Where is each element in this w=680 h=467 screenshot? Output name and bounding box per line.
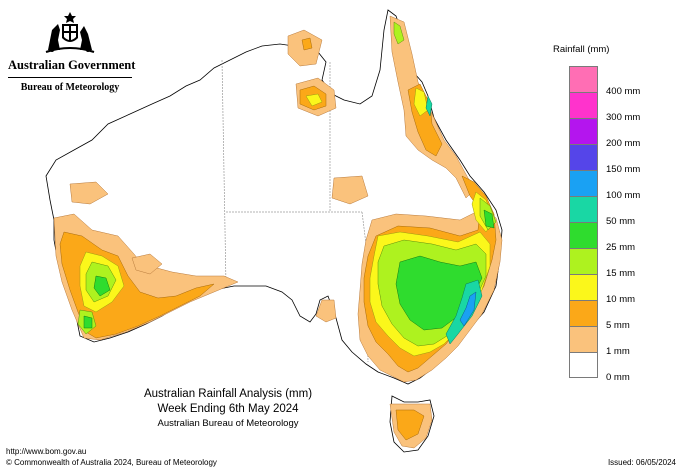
coat-of-arms-icon bbox=[45, 12, 95, 53]
legend-label: 400 mm bbox=[606, 86, 641, 97]
legend-swatch bbox=[569, 118, 598, 144]
caption-period: Week Ending 6th May 2024 bbox=[157, 403, 299, 415]
legend-label: 150 mm bbox=[606, 164, 641, 175]
legend-label: 1 mm bbox=[606, 346, 630, 357]
bureau-title: Bureau of Meteorology bbox=[20, 82, 120, 93]
legend-swatch bbox=[569, 144, 598, 170]
legend-swatch bbox=[569, 170, 598, 196]
website-link[interactable]: http://www.bom.gov.au bbox=[6, 447, 87, 456]
legend-label: 300 mm bbox=[606, 112, 641, 123]
legend-label: 15 mm bbox=[606, 268, 636, 279]
government-logo-block: Australian Government Bureau of Meteorol… bbox=[8, 10, 135, 93]
legend-label: 5 mm bbox=[606, 320, 630, 331]
legend-title: Rainfall (mm) bbox=[553, 44, 610, 55]
legend-swatch bbox=[569, 300, 598, 326]
legend-swatch bbox=[569, 222, 598, 248]
legend-label: 0 mm bbox=[606, 372, 630, 383]
legend-swatch bbox=[569, 92, 598, 118]
legend-label: 10 mm bbox=[606, 294, 636, 305]
caption-source: Australian Bureau of Meteorology bbox=[157, 418, 299, 429]
government-title: Australian Government bbox=[8, 58, 135, 78]
legend-label: 100 mm bbox=[606, 190, 641, 201]
legend-swatch bbox=[569, 352, 598, 378]
rainfall-100mm-zones bbox=[459, 291, 477, 327]
legend-swatch bbox=[569, 274, 598, 300]
legend-swatch bbox=[569, 196, 598, 222]
legend-label: 200 mm bbox=[606, 138, 641, 149]
legend-swatch bbox=[569, 66, 598, 92]
legend-swatch bbox=[569, 326, 598, 352]
issued-date: Issued: 06/05/2024 bbox=[607, 458, 676, 467]
copyright-text: © Commonwealth of Australia 2024, Bureau… bbox=[6, 458, 217, 467]
map-caption: Australian Rainfall Analysis (mm) Week E… bbox=[118, 388, 338, 429]
legend-label: 50 mm bbox=[606, 216, 636, 227]
caption-title: Australian Rainfall Analysis (mm) bbox=[143, 388, 313, 400]
legend-swatch bbox=[569, 248, 598, 274]
legend-label: 25 mm bbox=[606, 242, 636, 253]
